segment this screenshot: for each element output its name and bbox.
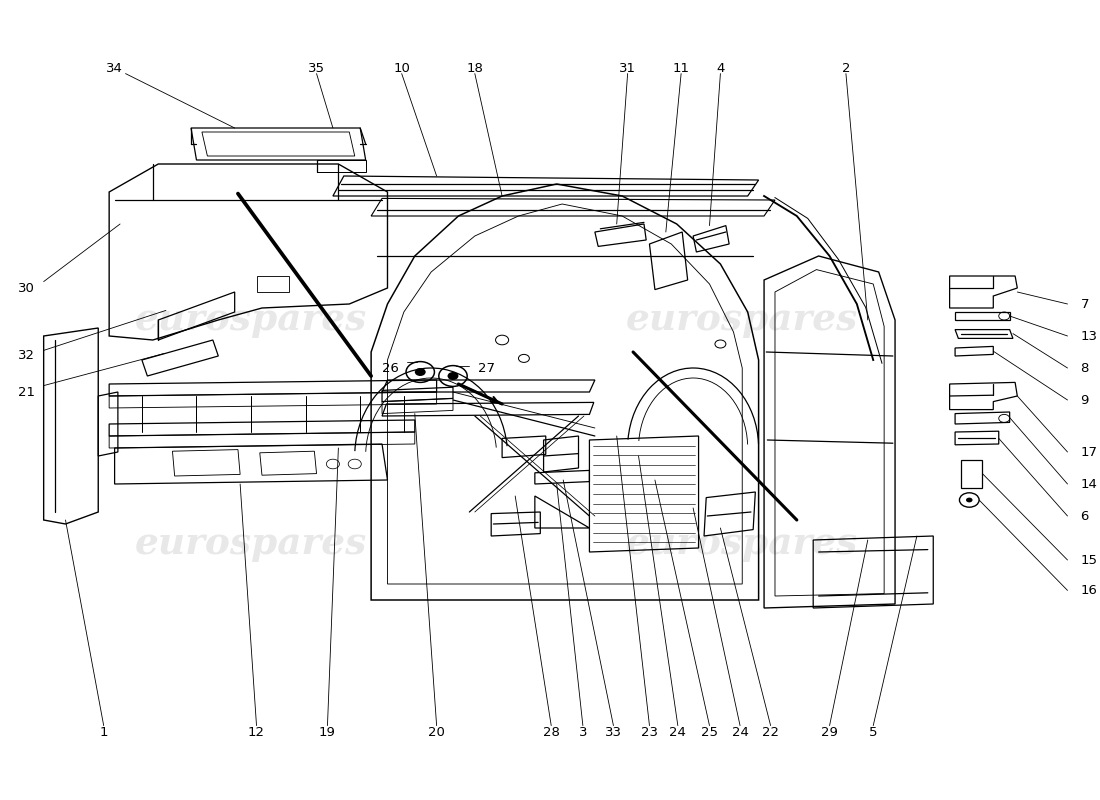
Text: eurospares: eurospares xyxy=(626,526,858,562)
Text: 35: 35 xyxy=(308,62,324,74)
Text: 30: 30 xyxy=(18,282,35,294)
Text: 7: 7 xyxy=(1080,298,1089,310)
Circle shape xyxy=(966,498,972,502)
Text: eurospares: eurospares xyxy=(135,302,367,338)
Text: 12: 12 xyxy=(248,726,265,738)
Text: 34: 34 xyxy=(107,62,123,74)
Text: 4: 4 xyxy=(716,62,725,74)
Text: 8: 8 xyxy=(1080,362,1089,374)
Text: 5: 5 xyxy=(869,726,878,738)
Text: 20: 20 xyxy=(428,726,446,738)
Text: 2: 2 xyxy=(842,62,850,74)
Text: 24: 24 xyxy=(670,726,686,738)
Text: 31: 31 xyxy=(619,62,636,74)
Text: 16: 16 xyxy=(1080,584,1098,597)
Text: 23: 23 xyxy=(641,726,658,738)
Text: 26: 26 xyxy=(382,362,398,374)
Text: 25: 25 xyxy=(701,726,718,738)
Text: 29: 29 xyxy=(821,726,838,738)
Text: 17: 17 xyxy=(1080,446,1098,458)
Text: 10: 10 xyxy=(393,62,410,74)
Text: 11: 11 xyxy=(672,62,690,74)
Text: 21: 21 xyxy=(18,386,35,398)
Text: 33: 33 xyxy=(605,726,621,738)
Text: 6: 6 xyxy=(1080,510,1089,522)
Text: 15: 15 xyxy=(1080,554,1098,566)
Text: 3: 3 xyxy=(579,726,587,738)
Text: 18: 18 xyxy=(466,62,483,74)
Text: 13: 13 xyxy=(1080,330,1098,342)
Text: 1: 1 xyxy=(99,726,108,738)
Text: eurospares: eurospares xyxy=(135,526,367,562)
Text: 19: 19 xyxy=(319,726,336,738)
Text: 28: 28 xyxy=(542,726,560,738)
Text: 32: 32 xyxy=(18,350,35,362)
Text: 22: 22 xyxy=(762,726,779,738)
Text: eurospares: eurospares xyxy=(626,302,858,338)
Text: 27: 27 xyxy=(478,362,495,374)
Circle shape xyxy=(448,372,459,380)
Circle shape xyxy=(415,368,426,376)
Text: 14: 14 xyxy=(1080,478,1098,490)
Text: 24: 24 xyxy=(732,726,748,738)
Text: 9: 9 xyxy=(1080,394,1089,406)
